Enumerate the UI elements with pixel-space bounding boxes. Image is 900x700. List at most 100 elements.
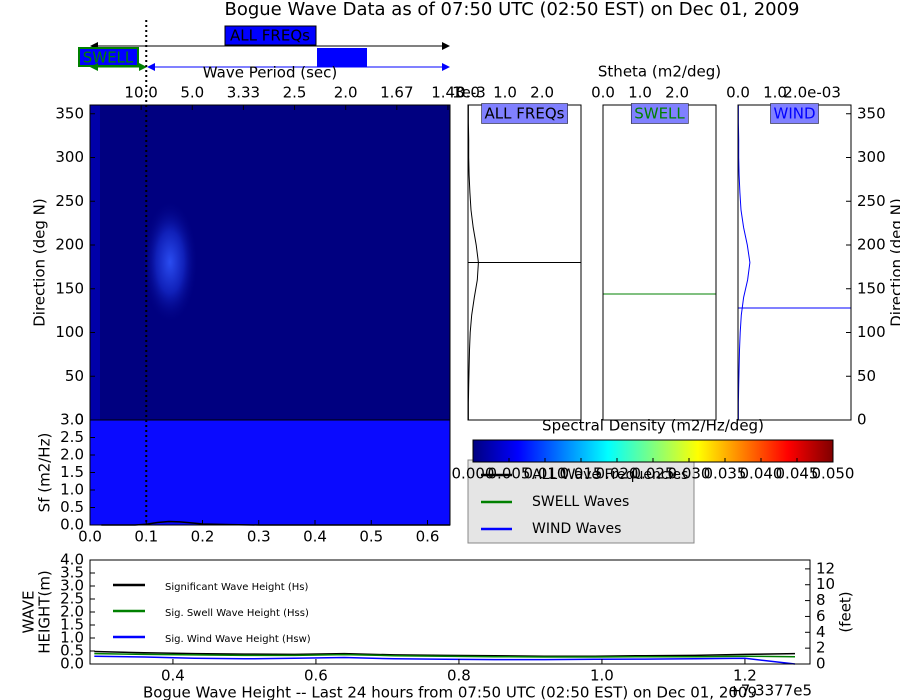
y-axis-label: Direction (deg N)	[888, 198, 900, 327]
arrow-head	[442, 42, 450, 50]
colorbar-tick-label: 0.005	[488, 465, 531, 483]
figure-title: Bogue Wave Data as of 07:50 UTC (02:50 E…	[224, 0, 799, 20]
x-tick-label: 1.2	[733, 667, 757, 685]
y-tick-label: 3.0	[60, 577, 84, 595]
x-tick-label: 0.8	[447, 667, 471, 685]
height-line	[94, 655, 796, 665]
all-freqs-label: ALL FREQs	[230, 27, 310, 45]
colorbar-tick-label: 0.040	[740, 465, 783, 483]
panel-background	[603, 105, 716, 420]
x-tick-label: 1.0	[590, 667, 614, 685]
x-tick-label: 2.0	[665, 84, 689, 102]
legend-label: WIND Waves	[532, 521, 621, 537]
y-tick-label: 0.0	[60, 516, 84, 534]
x-tick-label: 1.0	[763, 84, 787, 102]
y-tick-label: 150	[857, 279, 886, 297]
arrow-head	[147, 63, 155, 71]
heatmap-peak	[142, 200, 198, 324]
x-tick-label: 2.0e-03	[783, 84, 841, 102]
y-tick-label: 50	[65, 367, 84, 385]
y-tick-label: 0.5	[60, 642, 84, 660]
x-tick-label: 0.0	[591, 84, 615, 102]
y-tick-label: 100	[857, 323, 886, 341]
x-tick-label: 0.1	[134, 528, 158, 546]
y-tick-label: 3.5	[60, 564, 84, 582]
y-tick-label: 4	[816, 623, 826, 641]
y-tick-label: 0	[74, 411, 84, 429]
colorbar-title: Spectral Density (m2/Hz/deg)	[542, 417, 764, 435]
y-tick-label: 4.0	[60, 551, 84, 569]
height-line	[94, 652, 796, 658]
colorbar-tick-label: 0.000	[452, 465, 495, 483]
panel-title-box	[770, 103, 819, 124]
colorbar-tick-label: 0.020	[596, 465, 639, 483]
x-axis-label: Wave Period (sec)	[203, 64, 337, 82]
y-tick-label: 1.0	[60, 481, 84, 499]
y-tick-label: 2	[816, 639, 826, 657]
y-tick-label: 200	[55, 236, 84, 254]
y-tick-label: 1.0	[60, 629, 84, 647]
all-freqs-box	[224, 25, 317, 46]
legend-label: Sig. Wind Wave Height (Hsw)	[165, 634, 311, 645]
colorbar-tick-label: 0.035	[704, 465, 747, 483]
x-tick-label: 0.2	[191, 528, 215, 546]
colorbar-tick-label: 0.025	[632, 465, 675, 483]
y-tick-label: 0	[857, 411, 867, 429]
y-tick-label: 150	[55, 279, 84, 297]
colorbar-tick-label: 0.045	[776, 465, 819, 483]
y-tick-label: 6	[816, 607, 826, 625]
profile-line	[737, 105, 751, 420]
wind-box	[317, 48, 367, 67]
x-tick-label: 0.6	[416, 528, 440, 546]
y-tick-label: 0.0	[60, 655, 84, 673]
y-tick-label: 50	[857, 367, 876, 385]
y-tick-label: 2.0	[60, 446, 84, 464]
legend-label: ALL Wave Frequencies	[532, 467, 688, 483]
y-tick-label: 300	[857, 148, 886, 166]
x-tick-label: 0.4	[303, 528, 327, 546]
x-tick-label: 2.5	[283, 84, 307, 102]
swell-label: SWELL	[83, 49, 134, 67]
y-tick-label: 2.5	[60, 590, 84, 608]
y-tick-label: 12	[816, 559, 835, 577]
x-axis-label: Stheta (m2/deg)	[598, 63, 721, 81]
colorbar-tick-label: 0.050	[812, 465, 855, 483]
arrow-head	[442, 63, 450, 71]
chart-title: Bogue Wave Height -- Last 24 hours from …	[143, 684, 757, 700]
y-tick-label: 350	[55, 104, 84, 122]
y-tick-label: 250	[55, 192, 84, 210]
panel-title-box	[481, 103, 568, 124]
panel-background	[90, 560, 810, 664]
y-tick-label: 1.5	[60, 616, 84, 634]
y-tick-label: 0.5	[60, 498, 84, 516]
colorbar-tick-label: 0.015	[560, 465, 603, 483]
legend-label: Significant Wave Height (Hs)	[165, 582, 308, 593]
arrow-head	[139, 63, 147, 71]
legend-label: Sig. Swell Wave Height (Hss)	[165, 608, 309, 619]
panel-title: ALL FREQs	[485, 105, 565, 123]
height-line	[94, 650, 796, 657]
y-tick-label: 2.0	[60, 603, 84, 621]
colorbar-tick-label: 0.010	[524, 465, 567, 483]
panel-background	[90, 420, 450, 525]
y-tick-label: 2.5	[60, 428, 84, 446]
y-axis-label: WAVE	[20, 590, 38, 633]
colorbar-tick-label: 0.030	[668, 465, 711, 483]
x-tick-label: 1.0	[493, 84, 517, 102]
arrow-head	[90, 63, 98, 71]
y-tick-label: 250	[857, 192, 886, 210]
x-tick-label: 0.3	[247, 528, 271, 546]
x-tick-label: 1.43	[431, 84, 464, 102]
panel-title: SWELL	[634, 105, 685, 123]
y-tick-label: 200	[857, 236, 886, 254]
x-tick-label: 2.0	[530, 84, 554, 102]
x-offset-label: +7.3377e5	[728, 682, 812, 700]
x-tick-label: 1.67	[380, 84, 413, 102]
x-tick-label: 3.33	[227, 84, 260, 102]
y-axis-label: Sf (m2/Hz)	[36, 433, 54, 513]
y2-axis-label: (feet)	[837, 591, 855, 632]
panel-title: WIND	[773, 105, 815, 123]
y-tick-label: 1.5	[60, 463, 84, 481]
x-tick-label: 5.0	[180, 84, 204, 102]
